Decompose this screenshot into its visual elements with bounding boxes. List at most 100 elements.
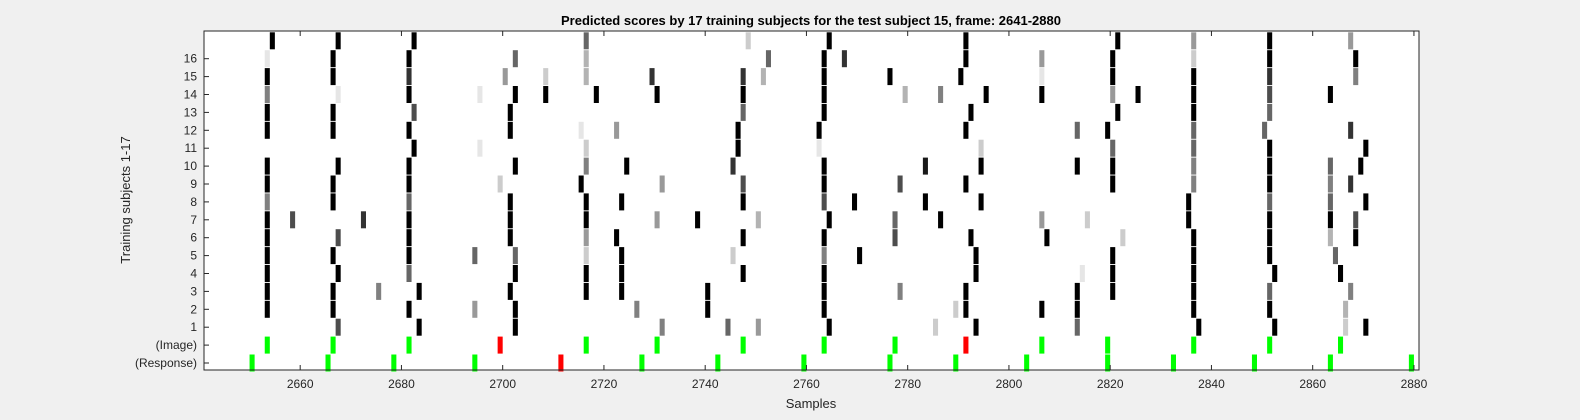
score-cell [264, 229, 270, 247]
score-cell [1267, 139, 1273, 157]
score-cell [1267, 193, 1273, 211]
score-cell [1272, 318, 1278, 336]
score-cell [1115, 103, 1121, 121]
response-marker [249, 354, 255, 372]
score-cell [1186, 193, 1192, 211]
score-cell [1105, 121, 1111, 139]
score-cell [406, 193, 412, 211]
score-cell [543, 68, 549, 86]
score-cell [826, 211, 832, 229]
score-cell [330, 282, 336, 300]
image-marker [264, 336, 270, 354]
score-cell [1074, 282, 1080, 300]
score-cell [416, 282, 422, 300]
score-cell [1074, 300, 1080, 318]
score-cell [1348, 121, 1354, 139]
x-tick-label: 2840 [1198, 377, 1225, 391]
score-cell [1074, 318, 1080, 336]
score-cell [1191, 50, 1197, 68]
score-cell [892, 229, 898, 247]
score-cell [624, 157, 630, 175]
score-cell [953, 300, 959, 318]
score-cell [816, 139, 822, 157]
score-cell [1267, 211, 1273, 229]
score-cell [1110, 175, 1116, 193]
image-marker [740, 336, 746, 354]
score-cell [583, 32, 589, 50]
score-cell [1267, 300, 1273, 318]
score-cell [477, 139, 483, 157]
y-tick-label: 7 [190, 213, 197, 227]
score-cell [963, 50, 969, 68]
score-cell [335, 318, 341, 336]
y-tick-label: 3 [190, 284, 197, 298]
score-cell [740, 193, 746, 211]
score-cell [649, 68, 655, 86]
score-cell [1327, 175, 1333, 193]
response-marker [953, 354, 959, 372]
score-cell [406, 157, 412, 175]
score-cell [512, 86, 518, 103]
score-cell [973, 318, 979, 336]
response-marker [801, 354, 807, 372]
score-cell [1267, 50, 1273, 68]
score-cell [1110, 282, 1116, 300]
image-marker [963, 336, 969, 354]
score-cell [264, 211, 270, 229]
score-cell [821, 157, 827, 175]
response-marker [1408, 354, 1414, 372]
axis-ticks [204, 31, 1415, 370]
score-cell [852, 193, 858, 211]
score-cell [963, 175, 969, 193]
score-cell [938, 211, 944, 229]
score-cell [406, 121, 412, 139]
score-cell [745, 32, 751, 50]
score-cell [264, 103, 270, 121]
score-cell [1338, 265, 1344, 282]
score-cell [902, 86, 908, 103]
score-cell [735, 139, 741, 157]
score-cell [740, 229, 746, 247]
score-cell [290, 211, 296, 229]
y-tick-label: 14 [184, 88, 198, 102]
score-cell [1363, 318, 1369, 336]
score-cell [583, 211, 589, 229]
score-cell [887, 68, 893, 86]
score-cell [406, 265, 412, 282]
score-cell [583, 157, 589, 175]
score-cell [512, 300, 518, 318]
score-cell [578, 121, 584, 139]
score-cell [963, 121, 969, 139]
image-marker [821, 336, 827, 354]
score-cell [821, 300, 827, 318]
y-tick-label: 8 [190, 195, 197, 209]
score-cell [821, 50, 827, 68]
score-cell [963, 300, 969, 318]
score-cell [614, 121, 620, 139]
score-cell [1191, 229, 1197, 247]
score-cell [411, 139, 417, 157]
score-cell [1267, 32, 1273, 50]
y-tick-label: 13 [184, 105, 198, 119]
score-cell [821, 282, 827, 300]
score-cell [973, 265, 979, 282]
score-cell [507, 193, 513, 211]
score-cell [821, 175, 827, 193]
score-cell [507, 282, 513, 300]
score-cell [821, 265, 827, 282]
score-cell [502, 68, 508, 86]
score-cell [1353, 229, 1359, 247]
x-tick-labels: 2660 2680 2700 2720 2740 2760 2780 2800 2820 2840… [287, 377, 1428, 391]
score-cell [755, 318, 761, 336]
score-cell [841, 50, 847, 68]
score-cell [264, 300, 270, 318]
score-cell [1267, 68, 1273, 86]
response-marker [391, 354, 397, 372]
score-cell [1044, 229, 1050, 247]
y-tick-label: 9 [190, 177, 197, 191]
score-cell [1135, 86, 1141, 103]
x-tick-label: 2740 [692, 377, 719, 391]
score-cell [264, 247, 270, 265]
